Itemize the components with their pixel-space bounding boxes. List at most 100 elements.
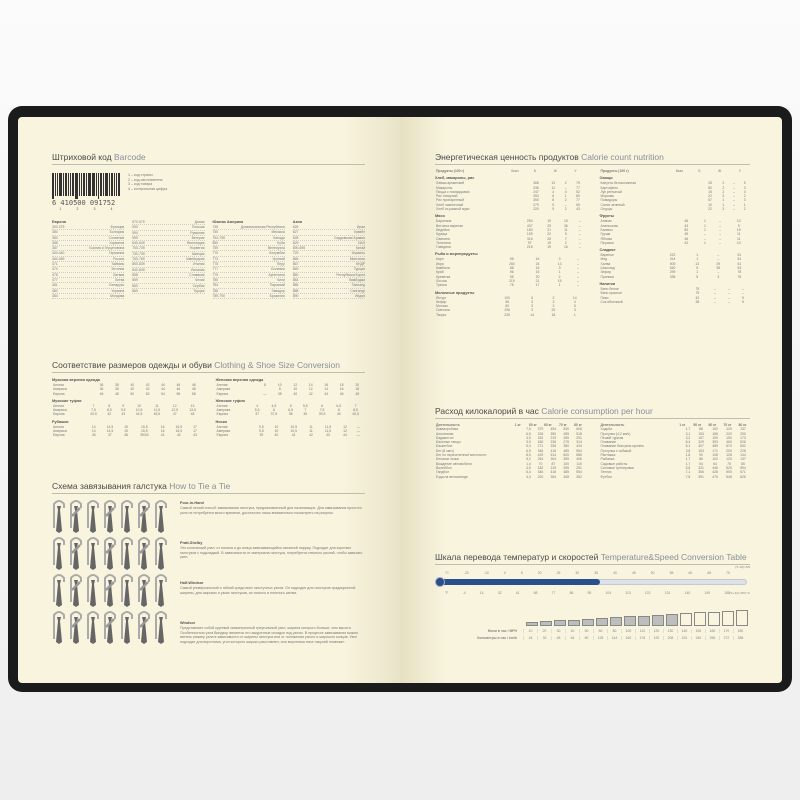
table-cell: 250	[740, 431, 746, 436]
table-cell: 16	[160, 429, 165, 434]
table-cell: 264	[550, 474, 557, 479]
table-cell: 159	[526, 232, 533, 237]
table-cell: 45,5	[153, 412, 161, 417]
table-cell: 11	[155, 403, 159, 408]
table-cell: 48	[191, 383, 196, 387]
table-cell: 9,5	[120, 408, 126, 413]
table-cell: 3	[573, 308, 576, 313]
table-cell: 12	[343, 424, 347, 429]
table-cell: 80	[576, 194, 580, 199]
country-code-row: 590 Польша	[132, 225, 205, 231]
table-cell: 8	[263, 383, 266, 387]
table-cell: 120	[726, 457, 732, 462]
table-cell: 8	[337, 408, 340, 413]
speed-value: 160	[705, 629, 719, 633]
table-cell: 16	[563, 245, 568, 250]
table-cell: 5,5	[254, 408, 260, 413]
table-cell: Америка	[216, 387, 231, 392]
celsius-tick: 40	[613, 571, 617, 575]
table-cell: 1,4	[526, 461, 531, 466]
table-cell: 3,5	[526, 465, 531, 470]
table-cell: –	[742, 291, 744, 296]
celsius-tick: 5	[520, 571, 523, 575]
table-cell: 321	[698, 465, 704, 470]
fahrenheit-tick: 149	[704, 591, 711, 595]
country: Литва	[114, 277, 125, 282]
tie-step-icon	[53, 611, 65, 644]
table-cell: Футбол	[600, 474, 613, 479]
code: 690-695	[292, 246, 306, 251]
speed-value: 176	[635, 636, 649, 640]
table-cell: 652	[740, 444, 746, 449]
table-cell: Бальные танцы	[436, 440, 461, 445]
fahrenheit-tick: 68	[533, 591, 538, 595]
table-cell: 470	[712, 474, 718, 479]
table-cell: 1	[696, 270, 699, 275]
table-cell: 28	[708, 181, 712, 186]
table-cell: Бег по пересеченной местности	[436, 453, 487, 458]
tie-step-icon	[121, 611, 133, 644]
country-code-row: 626 Иран	[292, 225, 365, 231]
table-cell: 20	[535, 274, 540, 279]
barcode-bar	[116, 173, 118, 196]
table-cell: 171	[712, 448, 718, 453]
legend-item: 4 – контрольная цифра	[128, 186, 168, 191]
table-cell: 186	[712, 431, 718, 436]
table-cell: 2	[722, 189, 725, 194]
table-cell: 455	[563, 431, 569, 436]
table-cell: 100	[563, 461, 569, 466]
table-row: Европа 36 37 38 39/40 41 42 43	[52, 433, 202, 437]
code: 867	[292, 262, 299, 267]
table-title: Носки	[215, 419, 227, 424]
table-cell: 3	[552, 304, 555, 309]
header-cell: 60 кг	[708, 423, 717, 427]
table-cell: 43	[684, 223, 689, 228]
fahrenheit-tick: 14	[479, 591, 484, 595]
table-cell: 314	[669, 257, 676, 262]
table-cell: 10,5	[290, 424, 297, 429]
barcode-digits: 6 410500 091752	[52, 199, 116, 207]
table-cell: 7,8	[685, 474, 691, 479]
table-cell: –	[713, 291, 716, 296]
country: Кувейт	[354, 230, 365, 235]
country-code-row: 700-709 Норвегия	[132, 246, 205, 252]
table-row: Варенье 222 1 – 61	[600, 253, 751, 257]
table-cell: 219	[508, 278, 515, 283]
table-cell: Зефир	[600, 270, 612, 275]
table-cell: 254	[537, 457, 544, 462]
country-code-row: 475 Латвия	[52, 273, 125, 278]
table-cell: 40	[336, 412, 341, 417]
table-cell: 8	[278, 387, 281, 392]
table-cell: 5	[564, 232, 567, 237]
tie-row	[52, 572, 172, 608]
speed-value: 192	[649, 636, 663, 640]
celsius-tick: 55	[669, 571, 674, 575]
table-cell: –	[577, 274, 579, 279]
country-code-row: 840-849 Испания	[132, 268, 205, 273]
table-cell: 43	[576, 207, 580, 212]
table-cell: 570	[726, 444, 732, 449]
table-cell: 40,5	[352, 412, 359, 417]
barcode-bar	[78, 173, 80, 196]
country: Турция	[193, 288, 205, 293]
table-cell: 40	[130, 383, 135, 387]
knot-description: Four-in-Hand Самый легкий способ завязыва…	[180, 501, 365, 538]
table-cell: 44	[324, 391, 329, 396]
table-cell: Прогулка с собакой	[600, 448, 632, 453]
speed-value: 80	[607, 629, 621, 633]
table-cell: Краб	[436, 270, 444, 275]
barcode-bar	[109, 173, 111, 196]
table-cell: 17	[193, 429, 197, 434]
table-cell: Беговые лыжи	[436, 457, 459, 462]
speed-row: Километры в час / km/h 16 32 48 64 80 128 144 16…	[435, 636, 750, 640]
table-cell: –	[719, 236, 721, 241]
table-cell: 16,5	[175, 424, 183, 429]
data-table: Карп 96 16 3 – Икра 250 24 13 – Камбала 88 16 3 – Краб 9…	[435, 257, 586, 287]
table-row: Пицца с помидорами 247 4 4 52	[435, 190, 586, 194]
header-table: Деятельность 1 кг 50 кг 60 кг 70 кг 80 кг	[600, 423, 751, 427]
table-row: Плавание 6,4 329 393 460 526	[600, 440, 751, 444]
table-cell: 11	[564, 227, 568, 232]
code: 599	[132, 235, 138, 240]
table-cell: 8	[552, 198, 555, 203]
tie-row	[52, 498, 172, 534]
